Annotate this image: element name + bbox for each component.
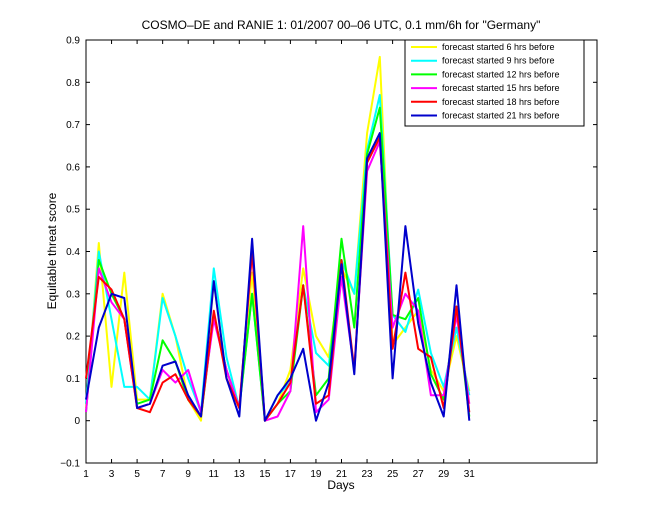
x-tick-label: 25 (387, 469, 399, 480)
x-axis-label: Days (327, 478, 354, 492)
legend-label-5: forecast started 18 hrs before (442, 97, 560, 107)
x-tick-label: 21 (336, 469, 348, 480)
legend-label-6: forecast started 21 hrs before (442, 111, 560, 121)
x-tick-label: 19 (310, 469, 322, 480)
y-tick-label: 0.6 (66, 162, 80, 173)
y-tick-label: 0.3 (66, 289, 80, 300)
y-tick-label: 0.8 (66, 78, 80, 89)
x-tick-label: 31 (464, 469, 476, 480)
ticks-layer: 1 3 5 7 9 11 13 15 17 19 21 23 25 27 29 31−0.100.10.20.… (60, 36, 597, 480)
y-tick-label: 0.2 (66, 332, 80, 343)
x-tick-label: 9 (185, 469, 191, 480)
x-tick-label: 3 (109, 469, 115, 480)
y-tick-label: 0.4 (66, 247, 80, 258)
y-axis-label: Equitable threat score (45, 192, 59, 309)
legend-label-1: forecast started 6 hrs before (442, 42, 555, 52)
x-tick-label: 29 (438, 469, 450, 480)
y-tick-label: 0.5 (66, 205, 80, 216)
series-line-5 (85, 136, 471, 422)
x-tick-label: 7 (160, 469, 166, 480)
y-tick-label: 0.9 (66, 36, 80, 47)
x-tick-label: 15 (259, 469, 271, 480)
series-lines (85, 55, 471, 422)
y-tick-label: 0.1 (66, 374, 80, 385)
chart-title: COSMO–DE and RANIE 1: 01/2007 00–06 UTC,… (142, 18, 541, 32)
series-line-6 (85, 132, 471, 422)
y-tick-label: 0.7 (66, 120, 80, 131)
x-tick-label: 27 (413, 469, 425, 480)
y-tick-label: 0 (74, 416, 80, 427)
legend-label-2: forecast started 9 hrs before (442, 56, 555, 66)
legend-label-3: forecast started 12 hrs before (442, 69, 560, 79)
x-tick-label: 17 (285, 469, 297, 480)
x-tick-label: 23 (361, 469, 373, 480)
legend-box (404, 39, 585, 127)
legend-label-4: forecast started 15 hrs before (442, 83, 560, 93)
x-tick-label: 1 (83, 469, 89, 480)
x-tick-label: 5 (134, 469, 140, 480)
x-tick-label: 11 (209, 469, 220, 480)
legend: forecast started 6 hrs before forecast st… (404, 39, 585, 127)
x-tick-label: 13 (234, 469, 246, 480)
y-tick-label: −0.1 (60, 459, 80, 470)
